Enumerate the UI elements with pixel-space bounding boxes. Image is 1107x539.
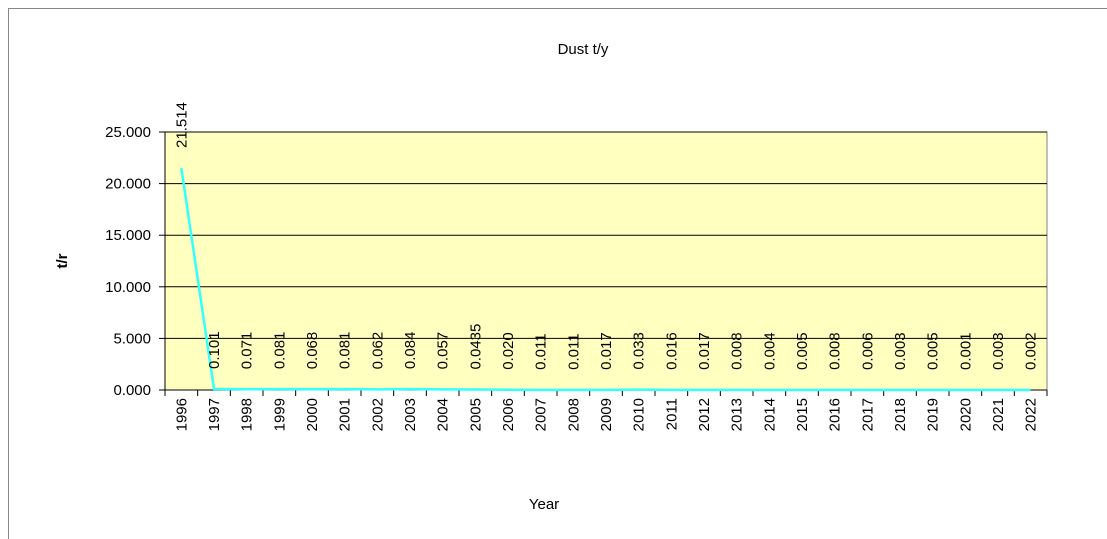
data-label: 0.016 (663, 332, 680, 370)
data-label: 0.0435 (467, 324, 484, 370)
x-tick-label: 2007 (533, 398, 550, 431)
data-label: 0.005 (794, 332, 811, 370)
chart-title: Dust t/y (558, 41, 609, 58)
data-label: 0.057 (435, 332, 452, 370)
data-label: 0.101 (206, 331, 223, 369)
data-label: 0.020 (500, 332, 517, 370)
x-tick-label: 2020 (957, 398, 974, 431)
y-tick-label: 20.000 (105, 176, 151, 193)
data-label: 0.002 (1023, 332, 1040, 370)
data-label: 0.033 (631, 332, 648, 370)
data-label: 0.068 (304, 332, 321, 370)
data-label: 0.003 (990, 332, 1007, 370)
data-label: 0.003 (892, 332, 909, 370)
data-label: 0.011 (565, 333, 582, 369)
x-tick-label: 2009 (598, 398, 615, 431)
x-tick-label: 2016 (827, 398, 844, 431)
data-line (180, 167, 1031, 392)
x-tick-label: 2008 (565, 398, 582, 431)
y-axis-title: t/r (54, 253, 71, 268)
x-tick-label: 1999 (271, 398, 288, 431)
x-tick-label: 2011 (663, 398, 680, 430)
data-label: 0.008 (729, 332, 746, 370)
y-tick-label: 5.000 (113, 330, 151, 347)
x-tick-label: 2022 (1023, 398, 1040, 431)
x-tick-label: 2017 (859, 398, 876, 431)
x-tick-label: 2019 (925, 398, 942, 431)
x-tick-label: 2002 (369, 398, 386, 431)
x-tick-label: 1996 (173, 398, 190, 431)
x-tick-label: 2004 (435, 398, 452, 431)
x-tick-label: 2012 (696, 398, 713, 431)
x-tick-label: 2015 (794, 398, 811, 431)
plot-area (164, 131, 1048, 391)
y-tick-label: 15.000 (105, 227, 151, 244)
data-label: 0.017 (598, 332, 615, 370)
x-tick-label: 2014 (761, 398, 778, 431)
x-tick-label: 1997 (206, 398, 223, 431)
data-label: 0.017 (696, 332, 713, 370)
x-tick-label: 2021 (990, 398, 1007, 431)
data-label: 0.071 (239, 332, 256, 370)
y-tick-label: 0.000 (113, 382, 151, 399)
y-tick-label: 25.000 (105, 124, 151, 141)
x-tick-label: 2006 (500, 398, 517, 431)
x-tick-label: 2010 (631, 398, 648, 431)
x-tick-label: 2000 (304, 398, 321, 431)
data-label: 0.001 (957, 332, 974, 370)
data-label: 0.062 (369, 332, 386, 370)
x-tick-label: 2003 (402, 398, 419, 431)
data-label: 0.006 (859, 332, 876, 370)
x-tick-label: 2001 (337, 398, 354, 431)
data-label: 0.008 (827, 332, 844, 370)
data-label: 0.084 (402, 332, 419, 370)
y-tick-label: 10.000 (105, 279, 151, 296)
data-label: 0.004 (761, 332, 778, 370)
x-tick-label: 1998 (239, 398, 256, 431)
x-axis-title: Year (529, 496, 559, 513)
data-label: 0.081 (337, 332, 354, 370)
x-tick-label: 2013 (729, 398, 746, 431)
data-label: 21.514 (173, 102, 190, 148)
data-label: 0.005 (925, 332, 942, 370)
data-label: 0.011 (533, 333, 550, 369)
x-tick-label: 2005 (467, 398, 484, 431)
data-label: 0.081 (271, 332, 288, 370)
x-tick-label: 2018 (892, 398, 909, 431)
